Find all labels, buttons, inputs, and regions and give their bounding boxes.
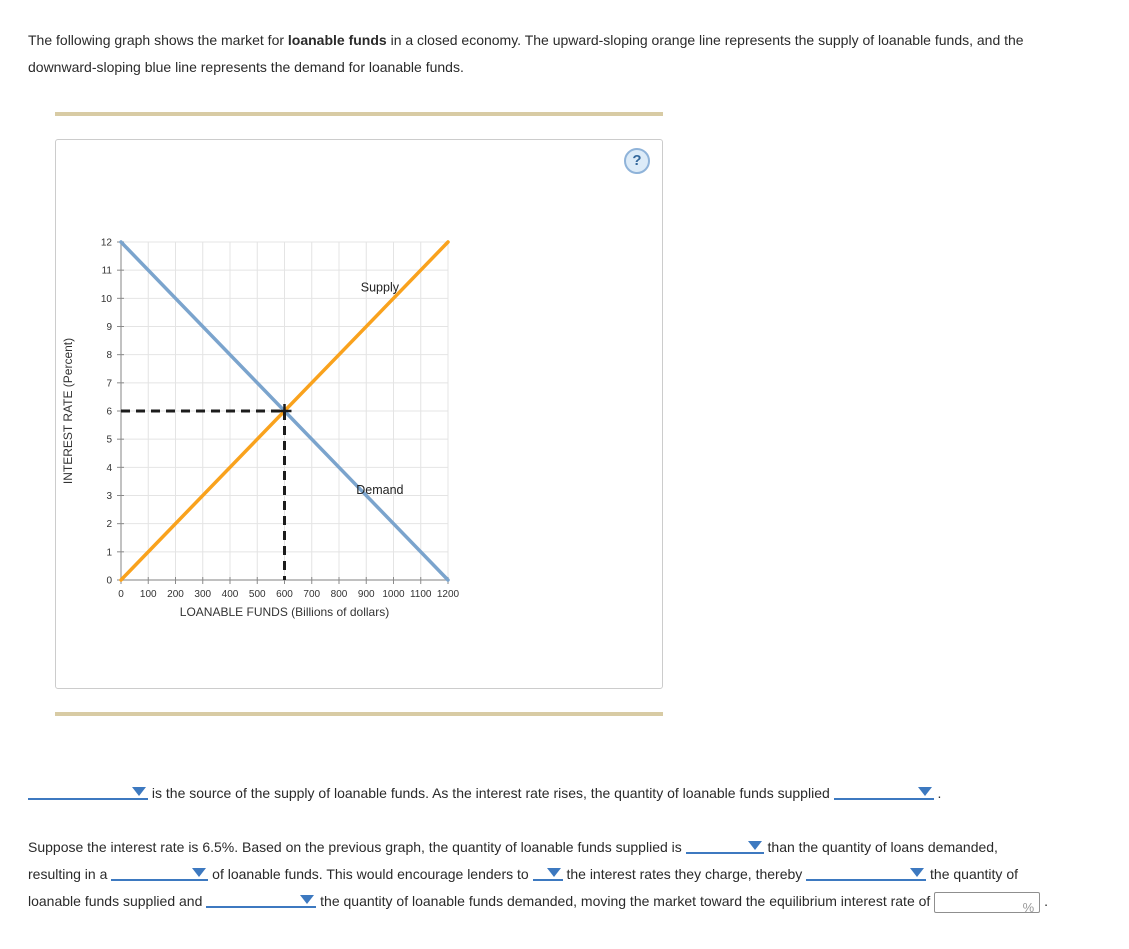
y-axis-title: INTEREST RATE (Percent): [61, 338, 75, 484]
question-text: Suppose the interest rate is 6.5%. Based…: [28, 839, 686, 855]
x-tick-label: 300: [194, 589, 211, 600]
y-tick-label: 12: [101, 238, 113, 249]
x-tick-label: 1200: [437, 589, 460, 600]
x-tick-label: 400: [222, 589, 239, 600]
question-text: the interest rates they charge, thereby: [562, 866, 807, 882]
question-1-paragraph: is the source of the supply of loanable …: [28, 780, 1050, 807]
y-tick-label: 6: [106, 407, 112, 418]
y-tick-label: 7: [106, 378, 112, 389]
equilibrium-rate-input[interactable]: %: [934, 891, 1041, 915]
x-tick-label: 0: [118, 589, 124, 600]
question-text: than the quantity of loans demanded, res…: [28, 839, 1002, 882]
y-tick-label: 1: [106, 547, 112, 558]
y-tick-label: 10: [101, 294, 113, 305]
x-tick-label: 100: [140, 589, 157, 600]
emphasized-text: loanable funds: [287, 32, 387, 48]
percent-unit-label: %: [1022, 899, 1035, 915]
question-text: of loanable funds. This would encourage …: [208, 866, 533, 882]
dropdown-arrow-icon: [546, 868, 561, 877]
question-text: the quantity of loanable funds demanded,…: [316, 893, 935, 909]
x-tick-label: 500: [249, 589, 266, 600]
dropdown-surplus-shortage[interactable]: [111, 865, 209, 881]
dropdown-arrow-icon: [910, 868, 925, 877]
x-tick-label: 800: [331, 589, 348, 600]
dropdown-arrow-icon: [917, 787, 932, 796]
dropdown-raise-lower-rates[interactable]: [532, 865, 563, 881]
chart-container: 0 100 200 300 400 500 600 700 800 900 1000 1100 1200…: [56, 230, 662, 645]
dropdown-supplied-vs-demanded[interactable]: [685, 838, 764, 854]
y-tick-label: 3: [106, 491, 112, 502]
dropdown-quantity-supplied-response[interactable]: [833, 784, 934, 800]
dropdown-arrow-icon: [132, 787, 146, 796]
question-2-paragraph: Suppose the interest rate is 6.5%. Based…: [28, 834, 1050, 915]
dropdown-arrow-icon: [300, 895, 315, 904]
dropdown-arrow-icon: [192, 868, 207, 877]
help-button[interactable]: ?: [624, 148, 650, 174]
question-text: .: [1040, 893, 1048, 909]
y-tick-label: 8: [106, 350, 112, 361]
x-tick-label: 600: [276, 589, 293, 600]
y-tick-label: 2: [106, 519, 112, 530]
y-tick-label: 11: [102, 266, 113, 277]
dropdown-effect-on-demanded[interactable]: [206, 892, 317, 908]
x-axis-title: LOANABLE FUNDS (Billions of dollars): [180, 605, 389, 619]
dropdown-effect-on-supplied[interactable]: [806, 865, 927, 881]
x-tick-label: 1000: [382, 589, 405, 600]
question-text: the quantity of loanable funds supplied …: [28, 866, 1022, 909]
supply-label: Supply: [361, 280, 400, 294]
question-text: The following graph shows the market for: [28, 32, 288, 48]
x-tick-label: 900: [358, 589, 375, 600]
y-tick-label: 5: [106, 435, 112, 446]
section-divider-bottom: [55, 712, 663, 716]
question-text: is the source of the supply of loanable …: [148, 785, 834, 801]
loanable-funds-chart: 0 100 200 300 400 500 600 700 800 900 1000 1100 1200…: [61, 238, 460, 620]
dropdown-supply-source[interactable]: [28, 784, 148, 800]
y-tick-label: 0: [106, 576, 112, 587]
question-text: .: [933, 785, 942, 801]
question-text: in a closed economy. The upward-sloping …: [28, 32, 1028, 75]
y-tick-label: 4: [106, 463, 112, 474]
demand-label: Demand: [356, 483, 403, 497]
x-tick-label: 1100: [410, 589, 432, 600]
graph-panel: ? 0 100 200 300 400 500 600 700 800 900 1000 1100 12…: [55, 139, 663, 689]
x-tick-label: 200: [167, 589, 184, 600]
intro-paragraph: The following graph shows the market for…: [28, 27, 1038, 81]
dropdown-arrow-icon: [747, 841, 762, 850]
y-tick-label: 9: [106, 322, 112, 333]
section-divider-top: [55, 112, 663, 116]
x-tick-label: 700: [303, 589, 320, 600]
